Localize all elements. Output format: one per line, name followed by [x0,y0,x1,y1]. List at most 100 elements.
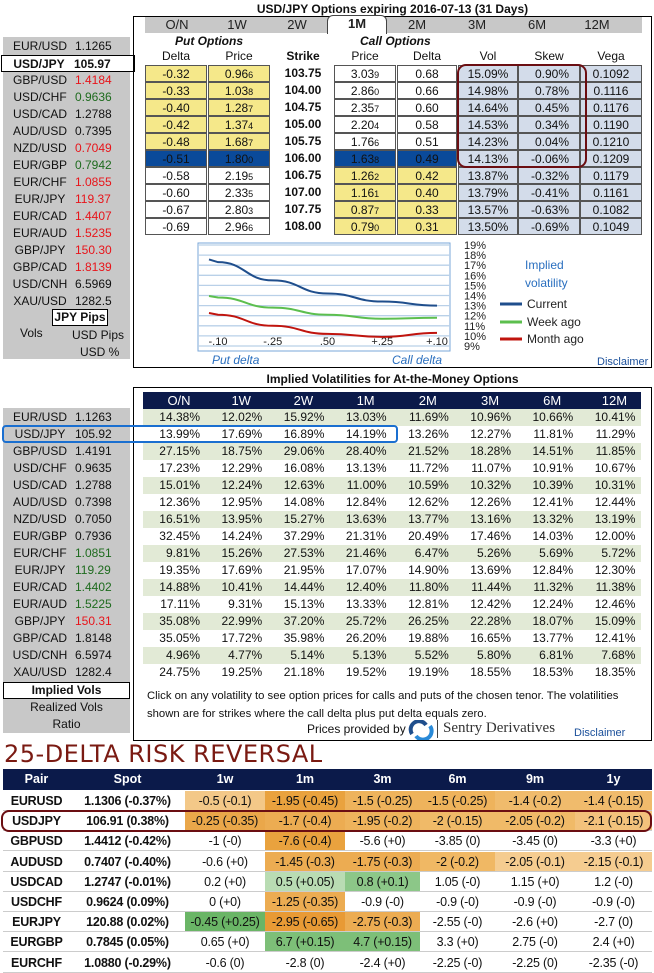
pair-row[interactable]: AUD/USD 0.7395 [3,123,130,140]
call-price-cell[interactable]: 2.204 [334,116,396,133]
put-price-cell[interactable]: 1.800 [208,150,270,167]
atm-vol-cell[interactable]: 11.44% [471,580,511,594]
skew-cell[interactable]: -0.69% [518,218,580,235]
atm-vol-cell[interactable]: 22.99% [221,614,263,628]
vol-cell[interactable]: 13.87% [458,167,518,184]
vega-cell[interactable]: 0.1049 [580,218,642,235]
call-price-cell[interactable]: 2.860 [334,82,396,99]
atm-vol-cell[interactable]: 25.72% [345,614,387,628]
put-delta-cell[interactable]: -0.42 [145,116,207,133]
atm-vol-cell[interactable]: 12.41% [532,495,574,509]
atm-vol-cell[interactable]: 13.77% [408,512,449,526]
atm-vol-cell[interactable]: 22.28% [470,614,511,628]
atm-vol-cell[interactable]: 11.38% [595,580,636,594]
options-disclaimer-link[interactable]: Disclaimer [597,356,649,368]
call-price-cell[interactable]: 3.039 [334,65,396,82]
atm-vol-cell[interactable]: 35.05% [159,631,200,645]
atm-vol-cell[interactable]: 24.75% [159,665,200,679]
atm-vol-cell[interactable]: 9.81% [165,546,200,560]
atm-vol-cell[interactable]: 5.14% [290,648,325,662]
atm-vol-cell[interactable]: 16.65% [470,631,511,645]
pair-row[interactable]: USD/JPY 105.92 [3,426,130,443]
atm-vol-cell[interactable]: 12.40% [345,580,387,594]
atm-vol-cell[interactable]: 14.51% [532,444,574,458]
tab-12m[interactable]: 12M [584,17,610,32]
atm-vol-cell[interactable]: 13.77% [532,631,574,645]
call-price-cell[interactable]: 1.766 [334,133,396,150]
skew-cell[interactable]: -0.41% [518,184,580,201]
atm-vol-cell[interactable]: 11.69% [408,410,449,424]
skew-cell[interactable]: 0.78% [518,82,580,99]
skew-cell[interactable]: -0.63% [518,201,580,218]
atm-tenor-header[interactable]: 6M [543,393,562,408]
pair-row[interactable]: NZD/USD 0.7050 [3,511,130,528]
vol-cell[interactable]: 14.53% [458,116,518,133]
vol-cell[interactable]: 14.23% [458,133,518,150]
atm-vol-cell[interactable]: 7.68% [601,648,636,662]
atm-vol-cell[interactable]: 17.69% [221,563,263,577]
atm-vol-cell[interactable]: 15.92% [283,410,325,424]
atm-vol-cell[interactable]: 18.28% [470,444,511,458]
mode-ratio[interactable]: Ratio [52,717,81,731]
vega-cell[interactable]: 0.1190 [580,116,642,133]
atm-disclaimer-link[interactable]: Disclaimer [574,727,626,739]
atm-vol-cell[interactable]: 10.91% [532,461,574,475]
vega-cell[interactable]: 0.1116 [580,82,642,99]
atm-vol-cell[interactable]: 35.98% [283,631,325,645]
put-delta-cell[interactable]: -0.40 [145,99,207,116]
vega-cell[interactable]: 0.1179 [580,167,642,184]
put-delta-cell[interactable]: -0.60 [145,184,207,201]
atm-tenor-header[interactable]: 12M [601,393,628,408]
atm-vol-cell[interactable]: 14.38% [159,410,200,424]
atm-vol-cell[interactable]: 37.20% [283,614,325,628]
put-delta-cell[interactable]: -0.51 [145,150,207,167]
atm-vol-cell[interactable]: 14.19% [345,427,387,441]
atm-vol-cell[interactable]: 12.36% [159,495,200,509]
atm-vol-cell[interactable]: 19.88% [408,631,449,645]
atm-vol-cell[interactable]: 13.33% [345,597,387,611]
atm-vol-cell[interactable]: 14.90% [408,563,449,577]
atm-vol-cell[interactable]: 13.03% [345,410,387,424]
atm-vol-cell[interactable]: 5.69% [539,546,574,560]
vol-cell[interactable]: 13.50% [458,218,518,235]
pair-row[interactable]: EUR/GBP 0.7942 [3,157,130,174]
atm-vol-cell[interactable]: 4.77% [228,648,263,662]
vega-cell[interactable]: 0.1161 [580,184,642,201]
atm-vol-cell[interactable]: 11.29% [595,427,636,441]
put-price-cell[interactable]: 1.038 [208,82,270,99]
pair-row[interactable]: EUR/AUD 1.5235 [3,225,130,242]
atm-vol-cell[interactable]: 17.23% [159,461,200,475]
atm-tenor-header[interactable]: 3M [480,393,500,408]
tab-1w[interactable]: 1W [227,17,247,32]
atm-vol-cell[interactable]: 13.19% [594,512,636,526]
vega-cell[interactable]: 0.1082 [580,201,642,218]
put-price-cell[interactable]: 1.287 [208,99,270,116]
atm-vol-cell[interactable]: 12.84% [532,563,574,577]
pair-row[interactable]: EUR/JPY 119.37 [3,191,130,208]
atm-vol-cell[interactable]: 10.41% [594,410,636,424]
pair-row[interactable]: EUR/USD 1.1265 [3,38,130,55]
pair-row[interactable]: GBP/CAD 1.8139 [3,259,130,276]
call-delta-cell[interactable]: 0.31 [397,218,457,235]
atm-vol-cell[interactable]: 12.81% [408,597,449,611]
put-price-cell[interactable]: 2.966 [208,218,270,235]
put-price-cell[interactable]: 2.335 [208,184,270,201]
atm-vol-cell[interactable]: 29.06% [283,444,325,458]
pair-row[interactable]: EUR/CHF 1.0855 [3,174,130,191]
put-delta-cell[interactable]: -0.58 [145,167,207,184]
atm-vol-cell[interactable]: 13.99% [159,427,200,441]
atm-vol-cell[interactable]: 16.51% [159,512,200,526]
vol-cell[interactable]: 13.79% [458,184,518,201]
atm-vol-cell[interactable]: 10.41% [221,580,263,594]
atm-vol-cell[interactable]: 10.31% [594,478,636,492]
put-delta-cell[interactable]: -0.48 [145,133,207,150]
call-price-cell[interactable]: 1.638 [334,150,396,167]
mode-implied-vols[interactable]: Implied Vols [3,682,130,699]
atm-tenor-header[interactable]: 2M [418,393,437,408]
vol-cell[interactable]: 14.64% [458,99,518,116]
pair-row[interactable]: EUR/JPY 119.29 [3,562,130,579]
atm-vol-cell[interactable]: 17.11% [160,597,200,611]
atm-vol-cell[interactable]: 12.63% [283,478,325,492]
pair-row[interactable]: EUR/CHF 1.0851 [3,545,130,562]
atm-vol-cell[interactable]: 28.40% [345,444,387,458]
